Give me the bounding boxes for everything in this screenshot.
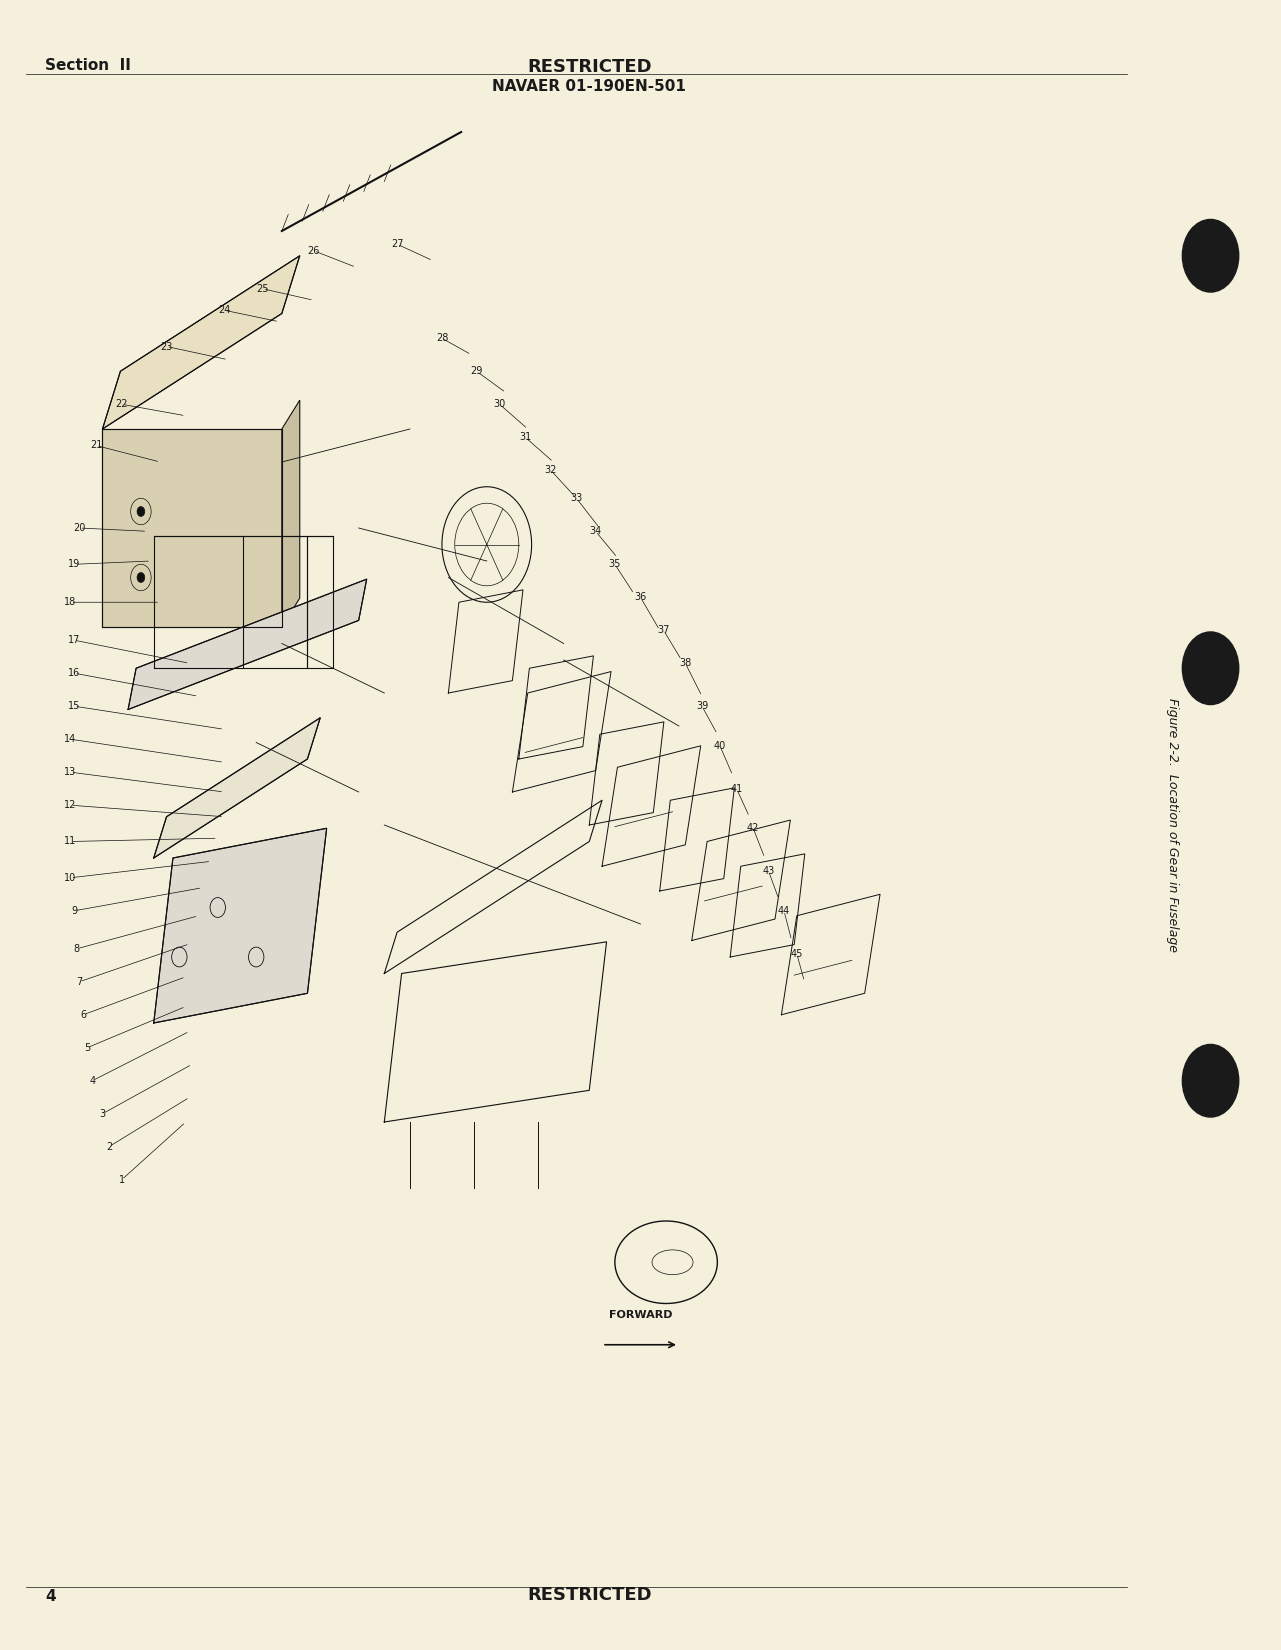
Text: 25: 25 bbox=[256, 284, 269, 294]
Circle shape bbox=[137, 573, 145, 582]
Circle shape bbox=[137, 507, 145, 516]
Circle shape bbox=[1182, 632, 1239, 705]
Text: Section  II: Section II bbox=[45, 58, 131, 73]
Circle shape bbox=[1182, 1044, 1239, 1117]
Text: 26: 26 bbox=[307, 246, 320, 256]
Text: 38: 38 bbox=[679, 658, 692, 668]
Text: 2: 2 bbox=[106, 1142, 111, 1152]
Text: 44: 44 bbox=[778, 906, 790, 916]
Text: 14: 14 bbox=[64, 734, 77, 744]
Text: 15: 15 bbox=[68, 701, 81, 711]
Text: 1: 1 bbox=[119, 1175, 124, 1185]
Text: 11: 11 bbox=[64, 837, 77, 846]
Text: 31: 31 bbox=[519, 432, 532, 442]
Text: 40: 40 bbox=[714, 741, 726, 751]
Polygon shape bbox=[102, 429, 282, 627]
Text: 33: 33 bbox=[570, 493, 583, 503]
Text: 42: 42 bbox=[747, 823, 760, 833]
Text: 20: 20 bbox=[73, 523, 86, 533]
Circle shape bbox=[1182, 219, 1239, 292]
Polygon shape bbox=[102, 256, 300, 429]
Text: 39: 39 bbox=[696, 701, 708, 711]
Text: 23: 23 bbox=[160, 342, 173, 351]
Text: 3: 3 bbox=[100, 1109, 105, 1119]
Text: 35: 35 bbox=[608, 559, 621, 569]
Text: 9: 9 bbox=[72, 906, 77, 916]
Text: 32: 32 bbox=[544, 465, 557, 475]
Text: 37: 37 bbox=[657, 625, 670, 635]
Polygon shape bbox=[154, 718, 320, 858]
Text: 28: 28 bbox=[436, 333, 448, 343]
Text: 19: 19 bbox=[68, 559, 81, 569]
Text: 21: 21 bbox=[90, 441, 102, 450]
Text: 41: 41 bbox=[730, 784, 743, 794]
Text: 27: 27 bbox=[391, 239, 404, 249]
Polygon shape bbox=[282, 401, 300, 627]
Text: 43: 43 bbox=[762, 866, 775, 876]
Text: 13: 13 bbox=[64, 767, 77, 777]
Text: 34: 34 bbox=[589, 526, 602, 536]
Text: 4: 4 bbox=[45, 1589, 55, 1604]
Polygon shape bbox=[128, 579, 366, 710]
Text: 29: 29 bbox=[470, 366, 483, 376]
Text: RESTRICTED: RESTRICTED bbox=[526, 58, 652, 76]
Text: 5: 5 bbox=[85, 1043, 90, 1053]
Text: 8: 8 bbox=[74, 944, 79, 954]
Text: FORWARD: FORWARD bbox=[608, 1310, 673, 1320]
Text: 10: 10 bbox=[64, 873, 77, 883]
Text: 12: 12 bbox=[64, 800, 77, 810]
Text: 18: 18 bbox=[64, 597, 77, 607]
Text: 45: 45 bbox=[790, 949, 803, 959]
Text: 4: 4 bbox=[90, 1076, 95, 1086]
Polygon shape bbox=[154, 828, 327, 1023]
Text: Figure 2-2.  Location of Gear in Fuselage: Figure 2-2. Location of Gear in Fuselage bbox=[1166, 698, 1179, 952]
Text: 16: 16 bbox=[68, 668, 81, 678]
Text: 7: 7 bbox=[77, 977, 82, 987]
Text: 24: 24 bbox=[218, 305, 231, 315]
Text: 17: 17 bbox=[68, 635, 81, 645]
Text: 36: 36 bbox=[634, 592, 647, 602]
Text: RESTRICTED: RESTRICTED bbox=[526, 1586, 652, 1604]
Text: 6: 6 bbox=[81, 1010, 86, 1020]
Text: 30: 30 bbox=[493, 399, 506, 409]
Text: 22: 22 bbox=[115, 399, 128, 409]
Text: NAVAER 01-190EN-501: NAVAER 01-190EN-501 bbox=[492, 79, 687, 94]
